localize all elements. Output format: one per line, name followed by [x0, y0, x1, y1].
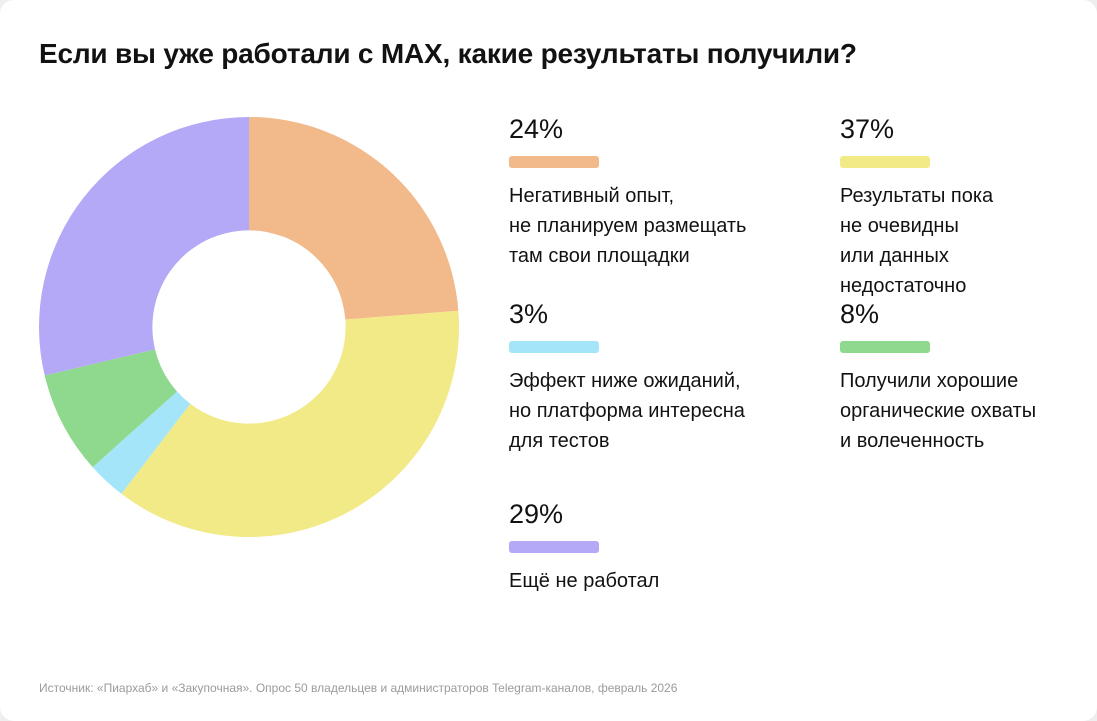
legend-percent: 24% — [509, 114, 564, 144]
donut-segment — [44, 349, 178, 468]
legend-label: Результаты пока не очевидны или данных н… — [840, 185, 994, 297]
donut-segment — [92, 391, 191, 494]
legend-label: Негативный опыт, не планируем размещать … — [509, 185, 747, 267]
legend-label: Ещё не работал — [509, 570, 660, 592]
legend-label: Получили хорошие органические охваты и в… — [840, 370, 1037, 452]
legend-item-good-organic-reach: 8% Получили хорошие органические охваты … — [840, 298, 1097, 456]
legend-item-negative-experience: 24% Негативный опыт, не планируем размещ… — [509, 113, 809, 271]
legend-swatch-orange — [509, 156, 599, 168]
legend-item-not-worked-yet: 29% Ещё не работал — [509, 498, 809, 596]
legend-swatch-green — [840, 341, 930, 353]
legend-label: Эффект ниже ожиданий, но платформа интер… — [509, 370, 745, 452]
legend-percent: 29% — [509, 499, 564, 529]
legend-percent: 37% — [840, 114, 895, 144]
donut-segment — [39, 117, 249, 376]
legend-swatch-yellow — [840, 156, 930, 168]
legend-item-results-not-obvious: 37% Результаты пока не очевидны или данн… — [840, 113, 1097, 301]
donut-chart — [39, 117, 460, 538]
legend-percent: 8% — [840, 299, 880, 329]
donut-segment — [121, 310, 460, 538]
page-title: Если вы уже работали с MAX, какие резуль… — [39, 38, 857, 69]
source-note: Источник: «Пиархаб» и «Закупочная». Опро… — [39, 681, 678, 695]
legend-swatch-purple — [509, 541, 599, 553]
donut-svg — [39, 117, 460, 538]
legend-item-effect-below-expectations: 3% Эффект ниже ожиданий, но платформа ин… — [509, 298, 809, 456]
legend-percent: 3% — [509, 299, 549, 329]
legend-swatch-cyan — [509, 341, 599, 353]
donut-segment — [249, 117, 459, 320]
